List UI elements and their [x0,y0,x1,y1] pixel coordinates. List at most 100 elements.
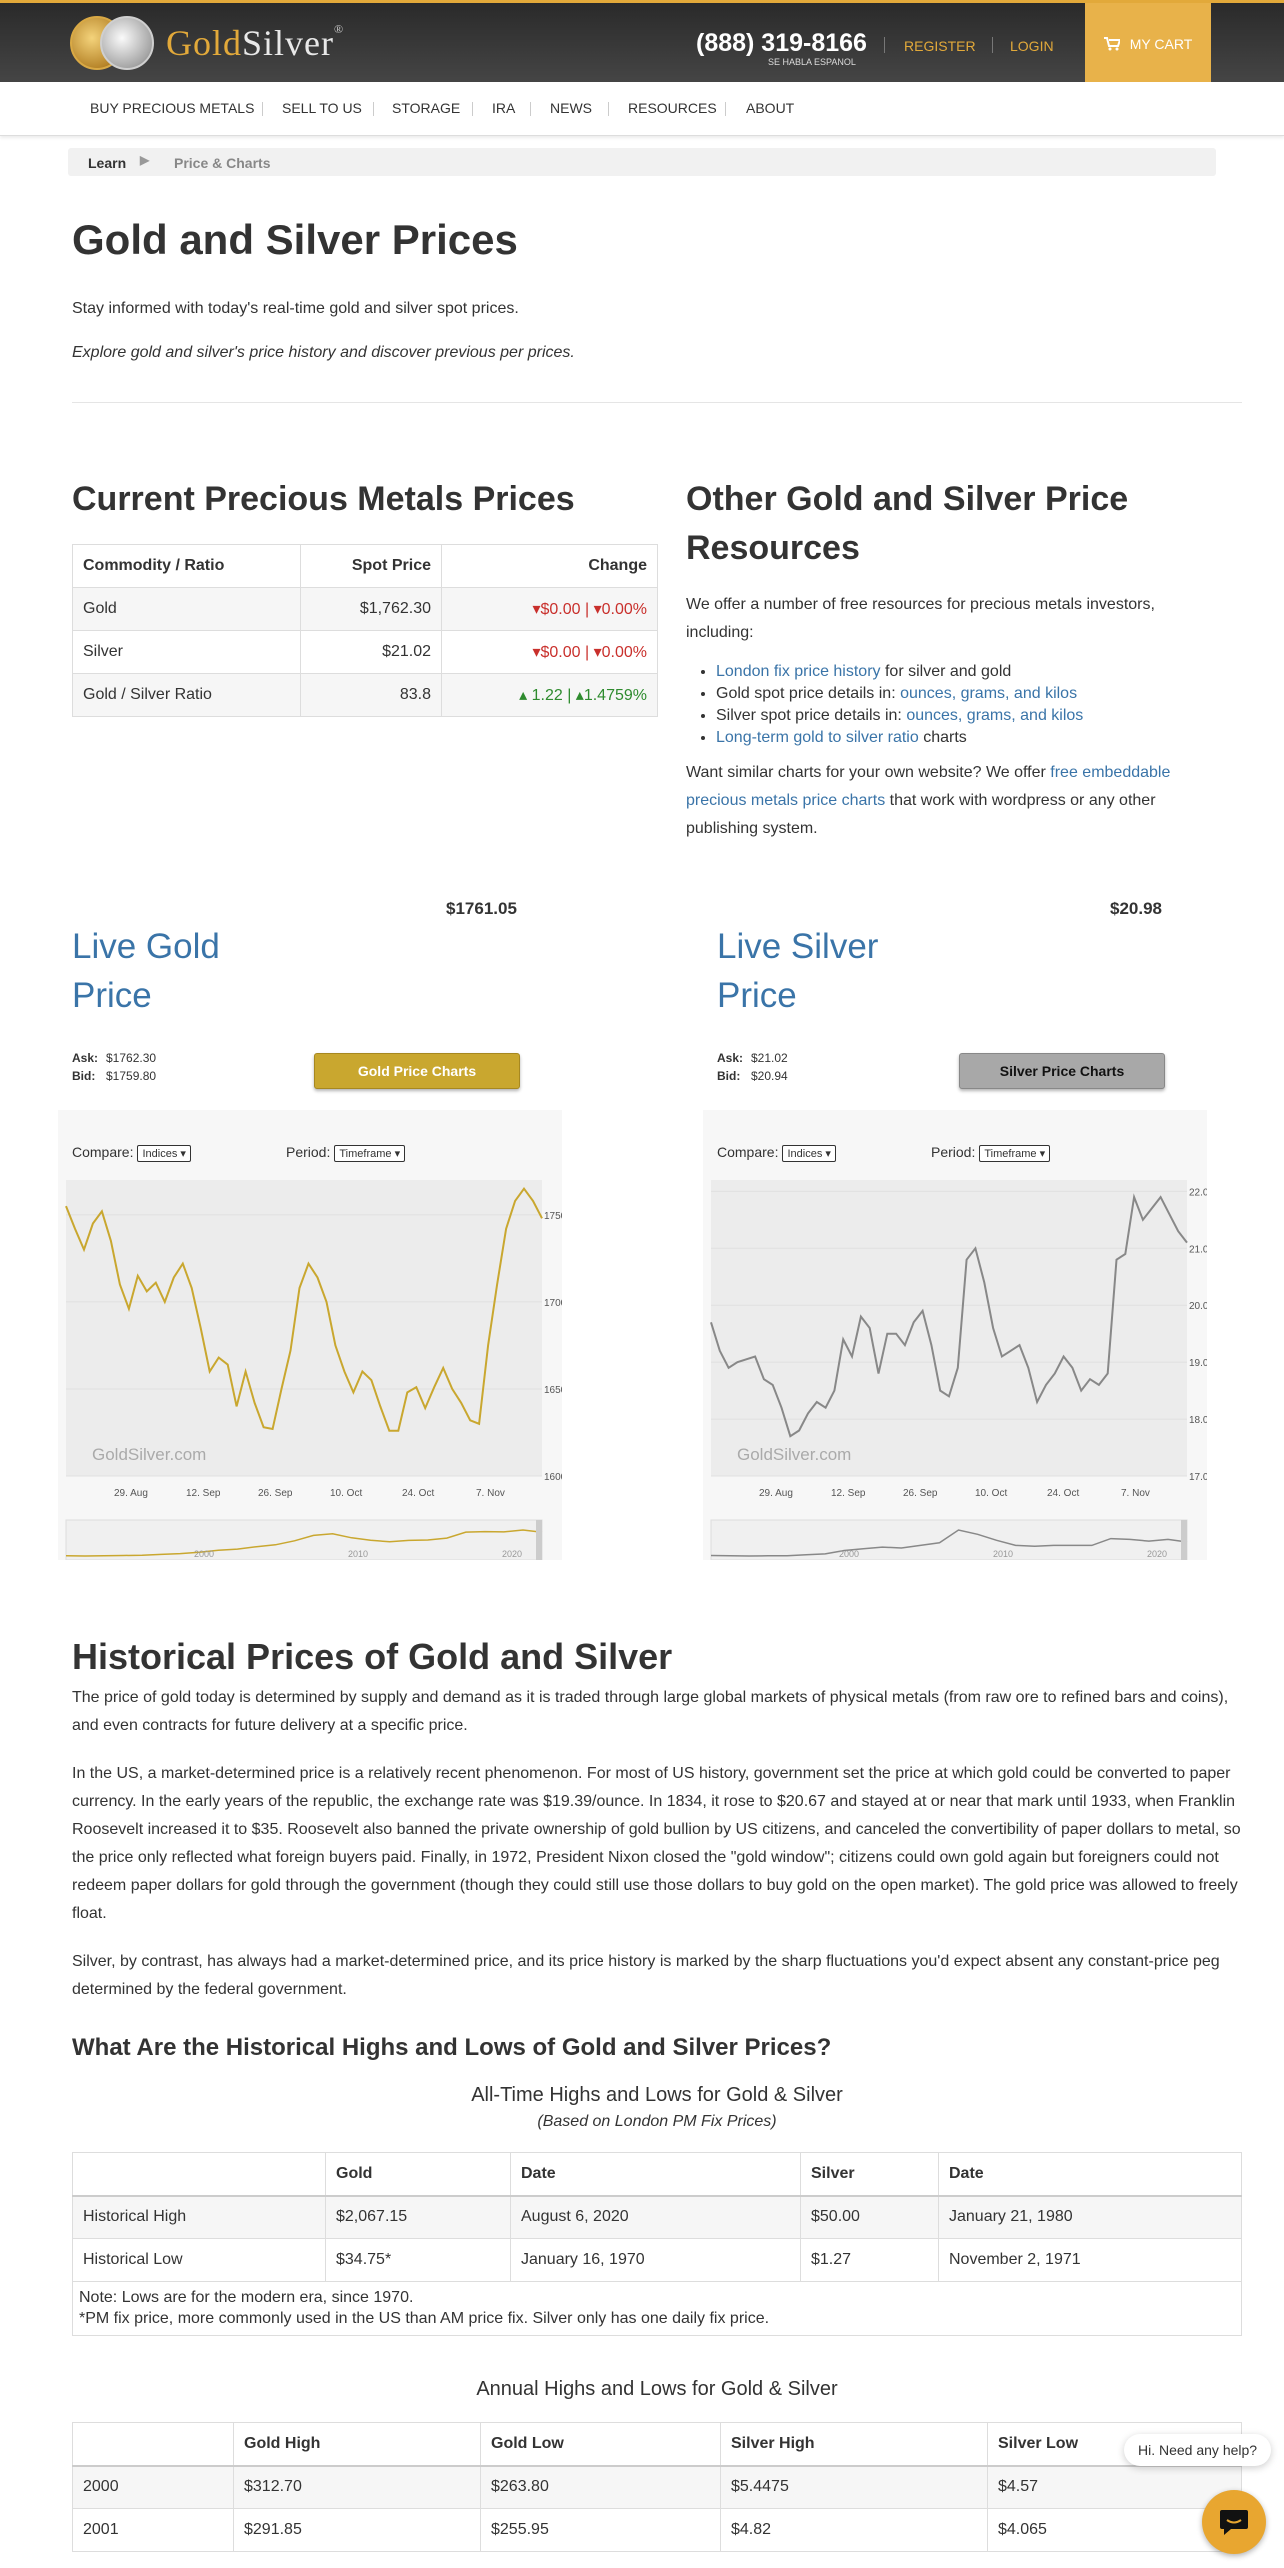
table-row: Gold $1,762.30 ▾$0.00 | ▾0.00% [72,587,658,631]
phone-number[interactable]: (888) 319-8166 [696,29,867,57]
nav-ira[interactable]: IRA [492,100,516,116]
y-tick-label: 22.0 [1189,1187,1207,1198]
resources-list: London fix price history for silver and … [716,661,1206,749]
table-row: 2001 $291.85 $255.95 $4.82 $4.065 [72,2508,1242,2552]
navigator-tick-label: 2010 [348,1549,368,1559]
navigator-tick-label: 2000 [839,1549,859,1559]
historical-p3: Silver, by contrast, has always had a ma… [72,1953,1220,1998]
y-tick-label: 1700 [544,1298,562,1309]
x-tick-label: 12. Sep [831,1488,866,1499]
price-change: ▾$0.00 | ▾0.00% [441,587,658,631]
header-divider [992,37,993,53]
cart-button[interactable]: MY CART [1085,3,1211,85]
y-tick-label: 1600 [544,1472,562,1483]
ratio-link[interactable]: Long-term gold to silver ratio [716,729,919,746]
table-row: Historical Low $34.75* January 16, 1970 $1.… [72,2238,1242,2282]
header-divider [884,37,885,53]
live-gold-price: $1761.05 [446,899,517,918]
cart-icon [1103,37,1120,51]
x-tick-label: 7. Nov [1121,1488,1150,1499]
col-silver: Silver [800,2152,939,2197]
gold-units-link[interactable]: ounces, grams, and kilos [900,685,1078,702]
nav-divider [725,102,726,116]
price-change: ▴ 1.22 | ▴1.4759% [441,673,658,717]
silver-chart: Compare: Indices ▾ Period: Timeframe ▾ 17.… [703,1110,1207,1560]
x-tick-label: 10. Oct [975,1488,1007,1499]
silver-ask: $21.02 [751,1051,788,1065]
gold-price-charts-button[interactable]: Gold Price Charts [314,1053,520,1089]
navigator [65,1519,543,1560]
nav-divider [373,102,374,116]
timeframe-select[interactable]: Timeframe ▾ [979,1145,1051,1162]
alltime-subcaption: (Based on London PM Fix Prices) [537,2113,777,2130]
silver-bid: $20.94 [751,1069,788,1083]
divider [72,402,1242,403]
col-blank [72,2422,234,2467]
navigator-tick-label: 2010 [993,1549,1013,1559]
spot-price: 83.8 [300,673,442,717]
breadcrumb-current: Price & Charts [174,155,271,171]
gold-bid: $1759.80 [106,1069,157,1083]
nav-about[interactable]: ABOUT [746,100,795,116]
plot-area [66,1180,542,1476]
alltime-table: Gold Date Silver Date Historical High $2,… [72,2152,1242,2282]
y-tick-label: 17.0 [1189,1472,1207,1483]
silver-coin-icon [100,16,154,70]
nav-sell-to-us[interactable]: SELL TO US [282,100,362,116]
resources-intro: We offer a number of free resources for … [686,596,1155,641]
current-prices-table: Commodity / Ratio Spot Price Change Gold… [72,544,658,717]
breadcrumb-learn[interactable]: Learn [88,155,127,171]
col-gold-date: Date [510,2152,801,2197]
nav-resources[interactable]: RESOURCES [628,100,717,116]
nav-storage[interactable]: STORAGE [392,100,461,116]
live-gold-ask-bid: Ask: $1762.30 Bid: $1759.80 [72,1051,157,1083]
indices-select[interactable]: Indices ▾ [137,1145,191,1162]
gold-price-chart[interactable]: 1600 1650 1700 1750 GoldSilver.com 29. Aug 12.… [58,1110,562,1560]
page-title: Gold and Silver Prices [72,216,518,263]
navigator-handle [536,1520,542,1560]
compare-control: Compare: Indices ▾ [717,1144,836,1162]
silver-price-chart[interactable]: 17.0 18.0 19.0 20.0 21.0 22.0 GoldSilver.com 29… [703,1110,1207,1560]
silver-units-link[interactable]: ounces, grams, and kilos [906,707,1084,724]
resources-outro: Want similar charts for your own website… [686,764,1171,837]
col-commodity: Commodity / Ratio [72,544,301,588]
live-silver-price: $20.98 [1110,899,1162,918]
embeddable-charts-link[interactable]: free embeddable precious metals price ch… [686,764,1171,809]
commodity-name: Silver [72,630,301,674]
silver-price-charts-button[interactable]: Silver Price Charts [959,1053,1165,1089]
nav-news[interactable]: NEWS [550,100,592,116]
historical-p1: The price of gold today is determined by… [72,1689,1229,1734]
page-intro-italic: Explore gold and silver's price history … [72,344,575,361]
nav-divider [262,102,263,116]
y-tick-label: 19.0 [1189,1358,1207,1369]
cart-label: MY CART [1129,36,1193,52]
breadcrumb: Learn ▶ Price & Charts [68,148,1216,176]
chat-button[interactable] [1202,2490,1266,2554]
resources-heading: Other Gold and Silver Price Resources [686,480,1129,567]
london-fix-link[interactable]: London fix price history [716,663,881,680]
x-tick-label: 24. Oct [402,1488,434,1499]
y-tick-label: 21.0 [1189,1244,1207,1255]
login-link[interactable]: LOGIN [1010,38,1054,54]
nav-buy-precious-metals[interactable]: BUY PRECIOUS METALS [90,100,255,116]
navigator-series-line [65,1529,543,1557]
page-intro: Stay informed with today's real-time gol… [72,300,519,317]
col-spot-price: Spot Price [300,544,442,588]
chat-bubble[interactable]: Hi. Need any help? [1124,2434,1272,2466]
brand-wordmark: GoldSilver® [166,22,345,63]
timeframe-select[interactable]: Timeframe ▾ [334,1145,406,1162]
site-header: GoldSilver® (888) 319-8166 SE HABLA ESPA… [0,0,1284,85]
navigator-tick-label: 2020 [1147,1549,1167,1559]
list-item: Long-term gold to silver ratio charts [716,727,1206,749]
alltime-note: Note: Lows are for the modern era, since… [72,2282,1242,2336]
x-tick-label: 29. Aug [759,1488,793,1499]
caret-down-icon: ▾ [593,644,602,661]
breadcrumb-arrow-icon: ▶ [140,153,150,167]
indices-select[interactable]: Indices ▾ [782,1145,836,1162]
caret-down-icon: ▾ [532,644,541,661]
list-item: London fix price history for silver and … [716,661,1206,683]
nav-divider [608,102,609,116]
register-link[interactable]: REGISTER [904,38,976,54]
live-gold-title: Live Gold Price [72,927,220,1015]
site-logo[interactable]: GoldSilver® [70,13,344,73]
